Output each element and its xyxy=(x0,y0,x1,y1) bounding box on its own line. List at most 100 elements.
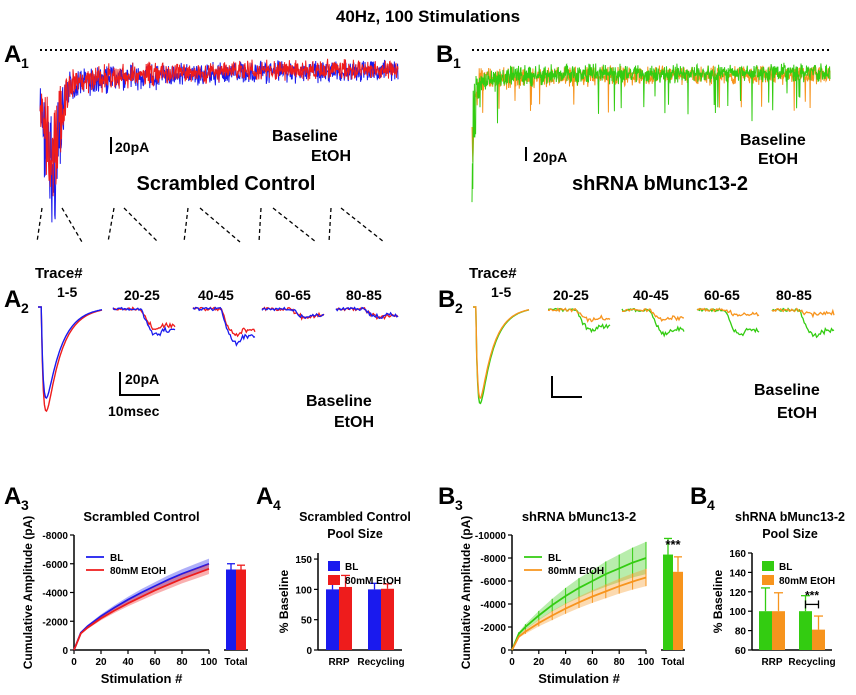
significance: *** xyxy=(665,537,681,552)
y-tick-label: -6000 xyxy=(480,577,506,588)
a2-trace-1-etoh xyxy=(38,306,103,413)
panel-b2-sub: 2 xyxy=(455,300,463,316)
a2-group-4: 60-65 xyxy=(275,287,311,303)
total-bar xyxy=(663,554,673,650)
panel-a4-sub: 4 xyxy=(273,497,281,513)
b2-group-1: 1-5 xyxy=(491,284,511,300)
b3-xlabel: Stimulation # xyxy=(538,671,620,686)
y-tick-label: 0 xyxy=(500,646,506,657)
line-bl xyxy=(511,557,647,651)
y-tick-label: 50 xyxy=(301,616,313,627)
band-bl xyxy=(74,558,209,650)
category-label: Recycling xyxy=(357,657,404,668)
y-tick-label: 80 xyxy=(735,627,747,638)
panel-a4-letter: A xyxy=(256,483,273,510)
x-tick-label: 0 xyxy=(509,657,515,668)
a2-scale-x: 10msec xyxy=(108,403,160,419)
a4-title: Scrambled Control xyxy=(299,510,411,524)
panel-a3-letter: A xyxy=(4,483,21,510)
a4-subtitle: Pool Size xyxy=(327,527,383,541)
legend-label: 80mM EtOH xyxy=(548,566,604,577)
legend-label: BL xyxy=(345,562,358,573)
a2-trace-header: Trace# xyxy=(35,265,83,282)
line-bl xyxy=(73,562,210,651)
total-bar xyxy=(226,569,236,650)
x-tick-label: 20 xyxy=(533,657,545,668)
legend-label: BL xyxy=(110,553,123,564)
a1-trace-etoh xyxy=(39,58,399,197)
b3-ylabel: Cumulative Amplitude (pA) xyxy=(459,516,473,670)
b2-trace-2-etoh xyxy=(547,307,611,323)
legend-swatch xyxy=(762,575,774,585)
chart-b4: shRNA bMunc13-2 Pool Size 60 80 100 120 140 160… xyxy=(711,510,845,668)
panel-b4-letter: B xyxy=(690,483,707,510)
b1-trace-baseline xyxy=(471,62,831,203)
panel-a2-letter: A xyxy=(4,286,21,313)
a2-legend-baseline: Baseline xyxy=(306,393,372,410)
chart-a3: Scrambled Control 0 -2000 -4000 -6000 -8000 0 2… xyxy=(21,509,248,686)
panel-b4-sub: 4 xyxy=(707,497,715,513)
bar-recycling-0 xyxy=(368,589,381,650)
b3-title: shRNA bMunc13-2 xyxy=(522,509,636,524)
y-tick-label: -6000 xyxy=(42,560,68,571)
total-label: Total xyxy=(661,657,684,668)
a2-trace-5-baseline xyxy=(335,306,399,320)
b2-trace-1-etoh xyxy=(473,306,530,400)
b1-legend-etoh: EtOH xyxy=(758,151,798,168)
a4-ylabel: % Baseline xyxy=(277,569,291,633)
total-bar xyxy=(673,571,683,650)
bar-recycling-0 xyxy=(799,611,812,650)
x-tick-label: 0 xyxy=(71,657,77,668)
chart-b3: shRNA bMunc13-2 0 -2000 -4000 -6000 -8000 -100… xyxy=(459,509,685,686)
b2-traces xyxy=(473,306,835,405)
panel-a1-letter: A xyxy=(4,41,21,68)
panel-a1: A 1 20pA Baseline EtOH Scrambled Control xyxy=(4,41,400,243)
panel-b2-letter: B xyxy=(438,286,455,313)
a2-trace-3-etoh xyxy=(192,306,256,338)
a2-group-5: 80-85 xyxy=(346,287,382,303)
bar-rrp-1 xyxy=(772,611,785,650)
b4-title: shRNA bMunc13-2 xyxy=(735,510,845,524)
y-tick-label: 150 xyxy=(295,555,312,566)
y-tick-label: 120 xyxy=(729,588,746,599)
b1-legend-baseline: Baseline xyxy=(740,132,806,149)
b2-group-5: 80-85 xyxy=(776,287,812,303)
a2-trace-3-baseline xyxy=(192,306,256,347)
x-tick-label: 80 xyxy=(614,657,626,668)
bar-rrp-1 xyxy=(339,586,352,650)
x-tick-label: 40 xyxy=(560,657,572,668)
y-tick-label: -10000 xyxy=(475,531,507,542)
a2-traces xyxy=(38,306,399,413)
y-tick-label: -2000 xyxy=(480,623,506,634)
x-tick-label: 60 xyxy=(149,657,161,668)
legend-label: 80mM EtOH xyxy=(345,576,401,587)
y-tick-label: 60 xyxy=(735,646,747,657)
a1-scale-label: 20pA xyxy=(115,139,149,155)
panel-b1-letter: B xyxy=(436,41,453,68)
y-tick-label: 0 xyxy=(62,646,68,657)
a3-ylabel: Cumulative Amplitude (pA) xyxy=(21,516,35,670)
a2-scale-bar xyxy=(119,372,160,396)
panel-a2-sub: 2 xyxy=(21,300,29,316)
panel-a3-sub: 3 xyxy=(21,497,29,513)
panel-a2: A 2 Trace# 1-5 20-25 40-45 60-65 80-85 2… xyxy=(4,265,399,431)
y-tick-label: 100 xyxy=(295,585,312,596)
a1-legend-baseline: Baseline xyxy=(272,128,338,145)
x-tick-label: 80 xyxy=(176,657,188,668)
b2-trace-2-baseline xyxy=(548,307,611,334)
total-bar xyxy=(236,569,246,650)
b2-trace-5-etoh xyxy=(771,307,835,319)
x-tick-label: 60 xyxy=(587,657,599,668)
b4-ylabel: % Baseline xyxy=(711,569,725,633)
a2-trace-4-etoh xyxy=(261,306,325,321)
a2-trace-1-baseline xyxy=(38,306,103,399)
b2-legend-etoh: EtOH xyxy=(777,405,817,422)
b2-trace-header: Trace# xyxy=(469,265,517,282)
b2-group-3: 40-45 xyxy=(633,287,669,303)
y-tick-label: -4000 xyxy=(480,600,506,611)
total-label: Total xyxy=(224,657,247,668)
a2-legend-etoh: EtOH xyxy=(334,414,374,431)
legend-swatch xyxy=(328,561,340,571)
category-label: RRP xyxy=(761,657,782,668)
